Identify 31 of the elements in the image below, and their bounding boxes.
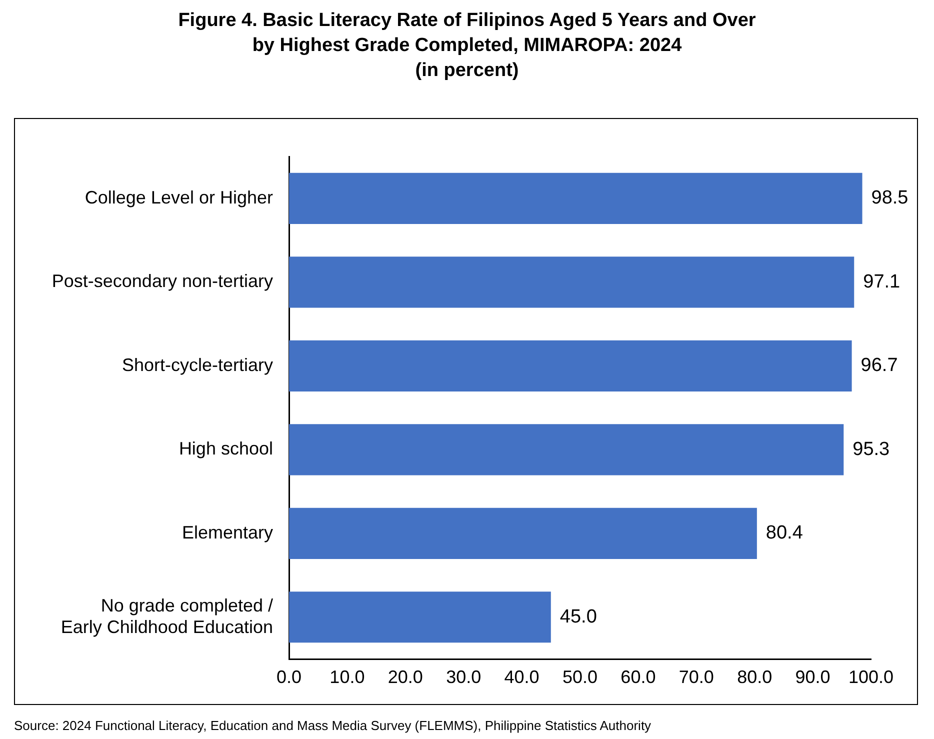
data-label: 96.7 <box>860 355 898 376</box>
x-tick-label: 0.0 <box>276 666 302 687</box>
y-tick-label: Short-cycle-tertiary <box>122 354 273 375</box>
data-label: 97.1 <box>863 271 900 292</box>
x-tick-label: 60.0 <box>620 666 656 687</box>
x-tick-label: 40.0 <box>504 666 540 687</box>
data-label: 95.3 <box>852 438 890 460</box>
data-label: 80.4 <box>766 522 804 544</box>
x-tick-label: 90.0 <box>795 666 830 687</box>
source-note: Source: 2024 Functional Literacy, Education and Mass Media Survey (FLEMMS), Philippine Statistics Authority <box>14 718 652 733</box>
bar <box>289 592 551 643</box>
bar <box>289 256 854 308</box>
y-tick-label: Post-secondary non-tertiary <box>52 271 273 292</box>
data-label: 98.5 <box>871 188 908 209</box>
data-label: 45.0 <box>560 606 597 628</box>
x-tick-label: 80.0 <box>737 666 772 687</box>
bar <box>289 424 844 476</box>
chart-title: Figure 4. Basic Literacy Rate of Filipinos Aged 5 Years and Over by Highest Grade Completed, MIMAROPA: 2024 (in percent) <box>177 9 757 83</box>
x-tick-label: 70.0 <box>678 666 714 687</box>
x-tick-label: 20.0 <box>388 666 423 687</box>
x-tick-label: 30.0 <box>446 666 482 687</box>
bar <box>289 172 862 224</box>
x-tick-label: 50.0 <box>562 666 598 687</box>
x-tick-label: 100.0 <box>848 666 894 687</box>
y-tick-label: College Level or Higher <box>84 187 273 208</box>
bar <box>289 340 852 392</box>
y-tick-label: No grade completed / Early Childhood Education <box>60 595 273 637</box>
bar <box>289 508 757 559</box>
x-tick-label: 10.0 <box>330 666 365 687</box>
y-tick-label: Elementary <box>182 522 273 542</box>
y-tick-label: High school <box>178 438 273 459</box>
